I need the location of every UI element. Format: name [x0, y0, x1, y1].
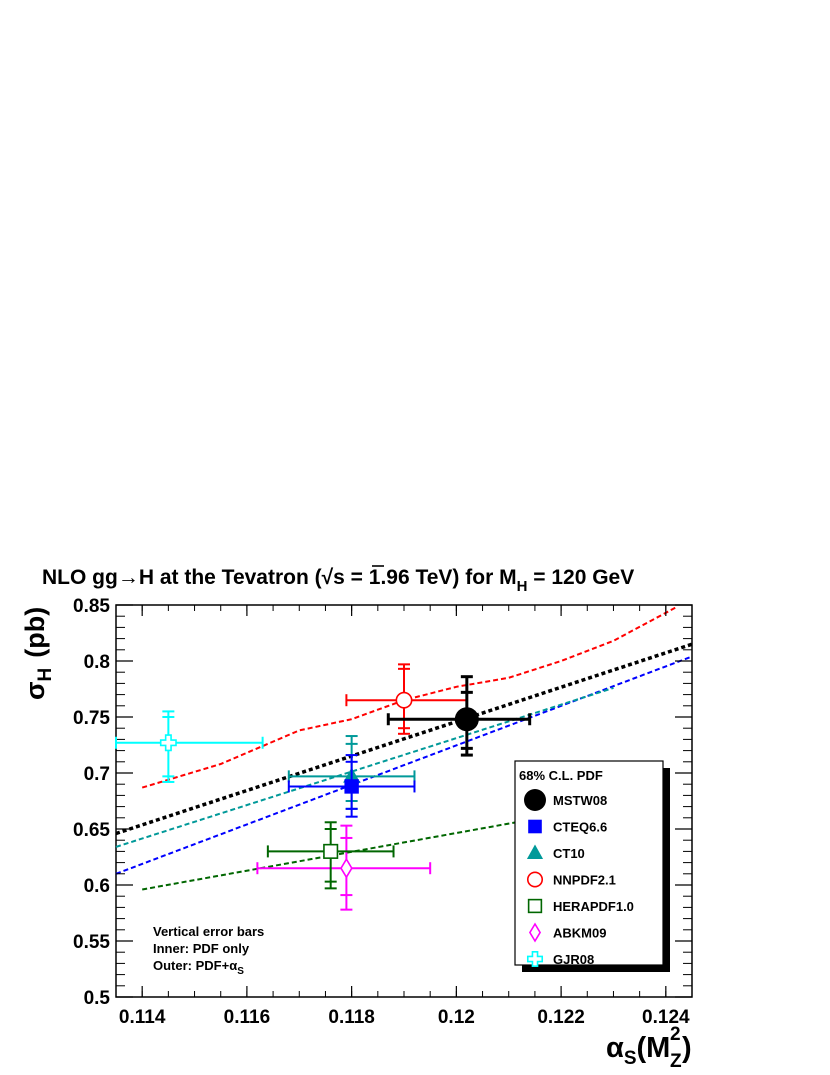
- marker-nnpdf21: [395, 691, 413, 709]
- points-layer: [115, 663, 532, 911]
- marker-mstw08: [454, 707, 479, 732]
- legend-label-cteq66: CTEQ6.6: [553, 820, 607, 835]
- x-tick-label: 0.116: [224, 1007, 271, 1028]
- point-mstw08: [386, 675, 532, 757]
- legend-marker-gjr08: [526, 950, 544, 968]
- point-abkm09: [256, 824, 432, 911]
- point-gjr08: [115, 710, 264, 783]
- curve-mstw08: [115, 642, 693, 836]
- y-tick-label: 0.85: [73, 596, 110, 617]
- chart-title: NLO gg→H at the Tevatron (√s = 1.96 TeV)…: [42, 566, 634, 595]
- axis-ticks: 0.114 0.116 0.118 0.12 0.122 0.124 0.5 0.55 0.6 0…: [73, 596, 693, 1028]
- curve-herapdf10: [142, 817, 536, 891]
- y-tick-label: 0.75: [73, 708, 110, 729]
- y-tick-label: 0.7: [84, 764, 110, 785]
- legend-marker-abkm09: [528, 922, 542, 943]
- marker-gjr08: [159, 734, 177, 752]
- point-herapdf10: [266, 821, 395, 890]
- note-line-2: Inner: PDF only: [153, 941, 250, 956]
- y-tick-label: 0.65: [73, 820, 110, 841]
- y-tick-label: 0.8: [84, 652, 110, 673]
- legend-header: 68% C.L. PDF: [519, 768, 603, 783]
- legend-label-abkm09: ABKM09: [553, 926, 606, 941]
- point-nnpdf21: [345, 663, 468, 735]
- marker-herapdf10: [323, 843, 339, 859]
- legend-entries: MSTW08 CTEQ6.6 CT10 NNPDF2.1 HERAPDF1.0 ABKM0…: [524, 789, 634, 968]
- x-axis-label-sub: Z: [670, 1051, 682, 1072]
- note-line-1: Vertical error bars: [153, 924, 264, 939]
- y-tick-label: 0.5: [84, 988, 111, 1009]
- x-tick-label: 0.124: [642, 1007, 690, 1028]
- legend-label-mstw08: MSTW08: [553, 793, 607, 808]
- legend-label-ct10: CT10: [553, 846, 585, 861]
- legend-marker-cteq66: [528, 819, 542, 834]
- note-line-3: Outer: PDF+αS: [153, 958, 244, 977]
- x-tick-label: 0.122: [537, 1007, 585, 1028]
- legend-label-gjr08: GJR08: [553, 952, 594, 967]
- legend-marker-herapdf10: [527, 898, 543, 914]
- legend-marker-nnpdf21: [526, 871, 544, 888]
- legend-label-nnpdf21: NNPDF2.1: [553, 873, 616, 888]
- y-axis-label: σH(pb): [20, 607, 56, 700]
- x-axis-label-close: ): [682, 1032, 692, 1064]
- y-tick-label: 0.6: [84, 876, 110, 897]
- x-tick-label: 0.118: [328, 1007, 375, 1028]
- marker-abkm09: [340, 857, 353, 879]
- x-tick-label: 0.12: [438, 1007, 475, 1028]
- legend-marker-mstw08: [524, 789, 546, 811]
- point-cteq66: [287, 754, 416, 818]
- x-axis-label: αS(M: [606, 1032, 670, 1069]
- marker-cteq66: [344, 779, 359, 794]
- x-tick-label: 0.114: [119, 1007, 166, 1028]
- y-tick-label: 0.55: [73, 932, 110, 953]
- legend-marker-ct10: [526, 844, 544, 859]
- curve-nnpdf21: [141, 606, 677, 789]
- x-axis-label-sup: 2: [670, 1024, 681, 1045]
- legend-label-herapdf10: HERAPDF1.0: [553, 899, 634, 914]
